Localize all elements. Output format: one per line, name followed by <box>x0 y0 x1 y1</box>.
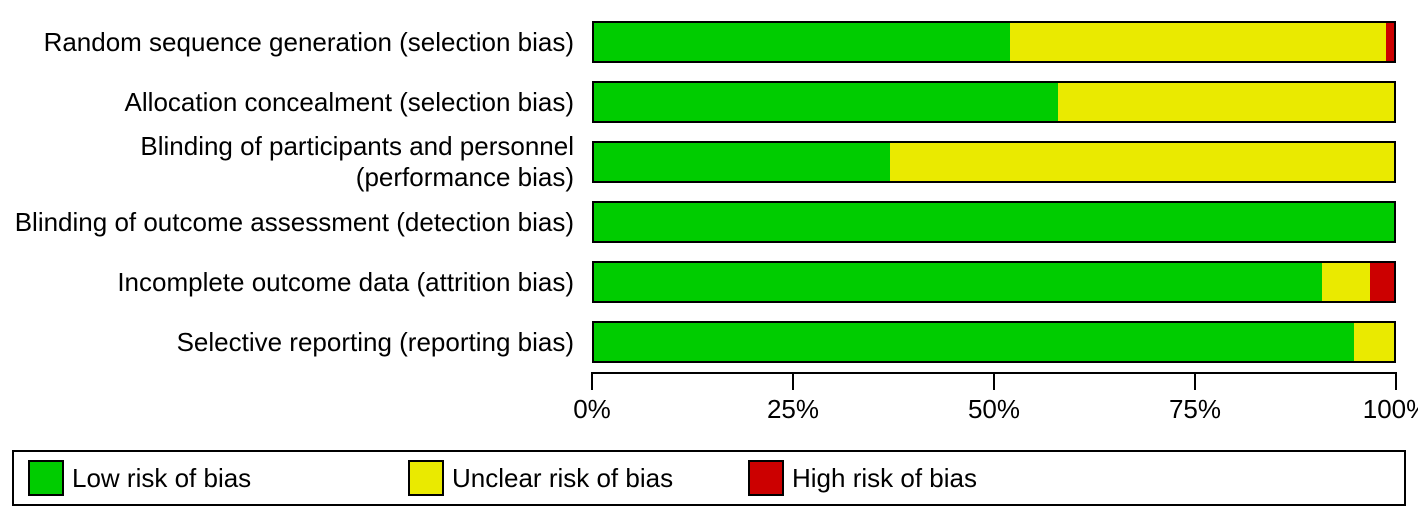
axis-tick-label: 100% <box>1363 394 1418 425</box>
row-label: Blinding of participants and personnel (… <box>12 131 592 193</box>
bar-segment-low <box>594 323 1354 361</box>
legend-swatch <box>28 460 64 496</box>
stacked-bar <box>592 321 1396 363</box>
bar-segment-unclear <box>890 143 1394 181</box>
bar-row: Allocation concealment (selection bias) <box>12 72 1406 132</box>
bar-rows: Random sequence generation (selection bi… <box>12 12 1406 372</box>
bar-segment-unclear <box>1354 323 1394 361</box>
x-axis-row: 0%25%50%75%100% <box>12 372 1406 434</box>
bar-segment-low <box>594 143 890 181</box>
bar-segment-unclear <box>1010 23 1386 61</box>
stacked-bar <box>592 21 1396 63</box>
axis-tick <box>993 372 995 390</box>
row-label: Allocation concealment (selection bias) <box>12 87 592 118</box>
stacked-bar <box>592 81 1396 123</box>
bar-segment-low <box>594 263 1322 301</box>
bar-row: Blinding of outcome assessment (detectio… <box>12 192 1406 252</box>
bar-row: Blinding of participants and personnel (… <box>12 132 1406 192</box>
legend-swatch <box>408 460 444 496</box>
axis-tick-label: 25% <box>767 394 819 425</box>
bar-segment-low <box>594 203 1394 241</box>
bar-row: Incomplete outcome data (attrition bias) <box>12 252 1406 312</box>
row-label: Random sequence generation (selection bi… <box>12 27 592 58</box>
row-label: Incomplete outcome data (attrition bias) <box>12 267 592 298</box>
stacked-bar <box>592 141 1396 183</box>
axis-tick <box>1395 372 1397 390</box>
row-label: Selective reporting (reporting bias) <box>12 327 592 358</box>
axis-tick-label: 75% <box>1169 394 1221 425</box>
legend-label: Low risk of bias <box>72 463 251 494</box>
legend-item-high: High risk of bias <box>748 460 977 496</box>
legend-item-unclear: Unclear risk of bias <box>408 460 673 496</box>
axis-tick-label: 50% <box>968 394 1020 425</box>
legend-label: Unclear risk of bias <box>452 463 673 494</box>
risk-of-bias-chart: Random sequence generation (selection bi… <box>12 12 1406 506</box>
legend-swatch <box>748 460 784 496</box>
legend-item-low: Low risk of bias <box>28 460 251 496</box>
bar-segment-unclear <box>1058 83 1394 121</box>
bar-row: Random sequence generation (selection bi… <box>12 12 1406 72</box>
stacked-bar <box>592 261 1396 303</box>
x-axis: 0%25%50%75%100% <box>592 372 1396 434</box>
bar-segment-low <box>594 83 1058 121</box>
axis-tick <box>591 372 593 390</box>
stacked-bar <box>592 201 1396 243</box>
bar-segment-high <box>1386 23 1394 61</box>
legend-label: High risk of bias <box>792 463 977 494</box>
axis-tick <box>792 372 794 390</box>
axis-tick-label: 0% <box>573 394 611 425</box>
legend: Low risk of bias Unclear risk of bias High… <box>12 450 1406 506</box>
axis-tick <box>1194 372 1196 390</box>
bar-segment-high <box>1370 263 1394 301</box>
row-label: Blinding of outcome assessment (detectio… <box>12 207 592 238</box>
bar-row: Selective reporting (reporting bias) <box>12 312 1406 372</box>
bar-segment-low <box>594 23 1010 61</box>
bar-segment-unclear <box>1322 263 1370 301</box>
